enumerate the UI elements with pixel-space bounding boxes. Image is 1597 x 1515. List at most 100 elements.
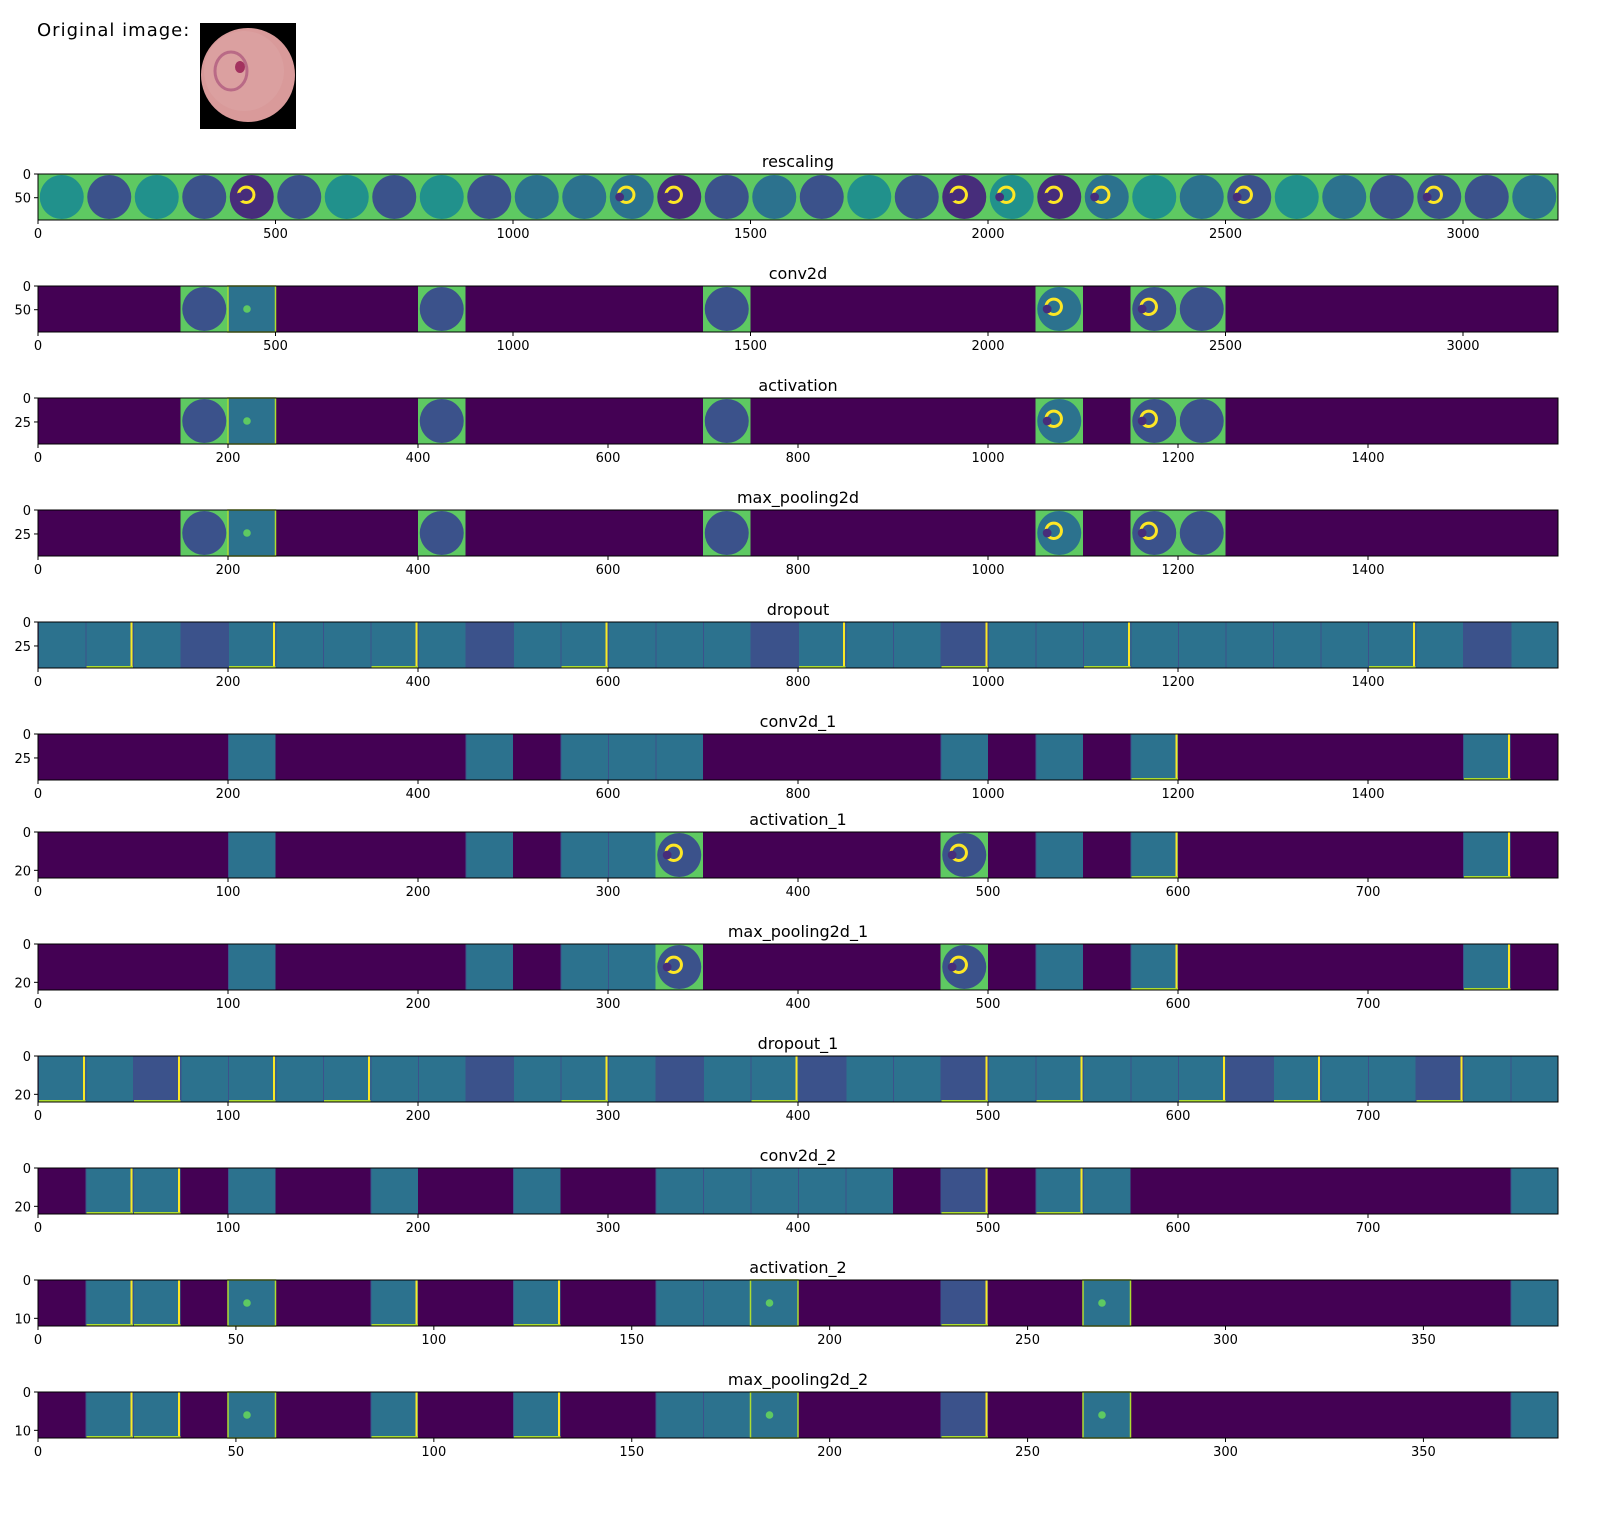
feature-tile	[940, 1392, 988, 1438]
x-tick-label: 800	[786, 787, 811, 802]
feature-tile	[798, 174, 846, 220]
feature-tile	[228, 832, 276, 878]
feature-tile	[227, 509, 277, 557]
feature-tile	[845, 174, 893, 220]
heatmap-background	[38, 734, 1558, 780]
feature-tile	[1035, 398, 1083, 444]
feature-tile	[85, 1280, 133, 1326]
feature-tile	[1463, 832, 1511, 878]
y-tick-label: 0	[23, 1274, 31, 1289]
axes-frame	[37, 1279, 1559, 1327]
feature-tile	[85, 174, 133, 220]
x-tick-label: 1500	[734, 227, 767, 242]
x-tick-label: 200	[216, 787, 241, 802]
feature-tile	[655, 944, 703, 990]
x-tick-label: 400	[786, 885, 811, 900]
axes-frame	[37, 1391, 1559, 1439]
feature-tile	[133, 1168, 181, 1214]
feature-tile	[228, 1056, 276, 1102]
x-tick-label: 400	[406, 451, 431, 466]
feature-tile	[1178, 1056, 1226, 1102]
feature-tile	[940, 1056, 988, 1102]
panel-title: activation_1	[749, 810, 846, 830]
feature-tile	[1368, 622, 1416, 668]
panel-title: max_pooling2d_1	[728, 922, 868, 942]
feature-tile	[1510, 622, 1558, 668]
feature-tile	[1035, 622, 1083, 668]
feature-tile	[1082, 1279, 1132, 1327]
feature-tile	[38, 622, 86, 668]
feature-tile	[655, 174, 703, 220]
feature-tile	[893, 622, 941, 668]
x-tick-label: 50	[228, 1333, 245, 1348]
x-tick-label: 100	[421, 1333, 446, 1348]
feature-tile	[133, 174, 181, 220]
feature-tile	[1178, 510, 1226, 556]
x-tick-label: 600	[596, 675, 621, 690]
feature-tile	[655, 1392, 703, 1438]
feature-tile	[1273, 1056, 1321, 1102]
feature-tile	[180, 286, 228, 332]
feature-tile	[1130, 174, 1178, 220]
x-tick-label: 100	[216, 1221, 241, 1236]
feature-tile	[465, 1056, 513, 1102]
feature-tile	[1035, 286, 1083, 332]
feature-tile	[940, 832, 988, 878]
x-tick-label: 500	[976, 997, 1001, 1012]
feature-tile	[703, 1056, 751, 1102]
y-tick-label: 0	[23, 504, 31, 519]
feature-tile	[560, 622, 608, 668]
feature-tile	[370, 1168, 418, 1214]
x-tick-label: 200	[406, 997, 431, 1012]
y-tick-label: 0	[23, 168, 31, 183]
feature-tile	[180, 174, 228, 220]
feature-tile	[1463, 734, 1511, 780]
feature-tile	[750, 1056, 798, 1102]
feature-tile	[749, 1391, 799, 1439]
panel-dropout: dropout 0 200 400 600 800 1000 1200 1400 0 25	[14, 600, 1559, 690]
feature-tile	[1463, 622, 1511, 668]
feature-tile	[323, 1056, 371, 1102]
feature-tile	[1178, 286, 1226, 332]
feature-tile	[465, 832, 513, 878]
x-tick-label: 200	[406, 1221, 431, 1236]
x-tick-label: 800	[786, 675, 811, 690]
x-tick-label: 700	[1356, 1221, 1381, 1236]
x-tick-label: 500	[976, 1221, 1001, 1236]
y-tick-label: 0	[23, 392, 31, 407]
x-tick-label: 0	[34, 1109, 42, 1124]
feature-tile	[655, 734, 703, 780]
feature-tile	[418, 622, 466, 668]
x-tick-label: 600	[596, 451, 621, 466]
feature-tile	[418, 398, 466, 444]
original-image	[200, 23, 296, 129]
feature-tile	[1510, 174, 1558, 220]
x-tick-label: 1000	[496, 227, 529, 242]
x-tick-label: 400	[786, 1221, 811, 1236]
feature-tile	[750, 174, 798, 220]
x-tick-label: 600	[1166, 885, 1191, 900]
feature-tile	[180, 510, 228, 556]
panel-max_pooling2d: max_pooling2d 0 200 400 600 800 1000 1200 1400 0 2…	[14, 488, 1559, 578]
feature-tile	[133, 622, 181, 668]
panel-title: activation	[758, 376, 837, 395]
x-tick-label: 100	[216, 885, 241, 900]
feature-tile	[703, 510, 751, 556]
y-tick-label: 0	[23, 1050, 31, 1065]
feature-tile	[228, 174, 276, 220]
x-tick-label: 3000	[1446, 227, 1479, 242]
x-tick-label: 0	[34, 885, 42, 900]
feature-tile	[1510, 1280, 1558, 1326]
feature-tile	[560, 944, 608, 990]
feature-tile	[1130, 286, 1178, 332]
feature-tile	[560, 832, 608, 878]
heatmap-background	[38, 398, 1558, 444]
x-tick-label: 250	[1015, 1333, 1040, 1348]
feature-tile	[608, 944, 656, 990]
feature-tile	[1415, 622, 1463, 668]
feature-tile	[418, 286, 466, 332]
feature-tile	[228, 622, 276, 668]
feature-tile	[1178, 622, 1226, 668]
